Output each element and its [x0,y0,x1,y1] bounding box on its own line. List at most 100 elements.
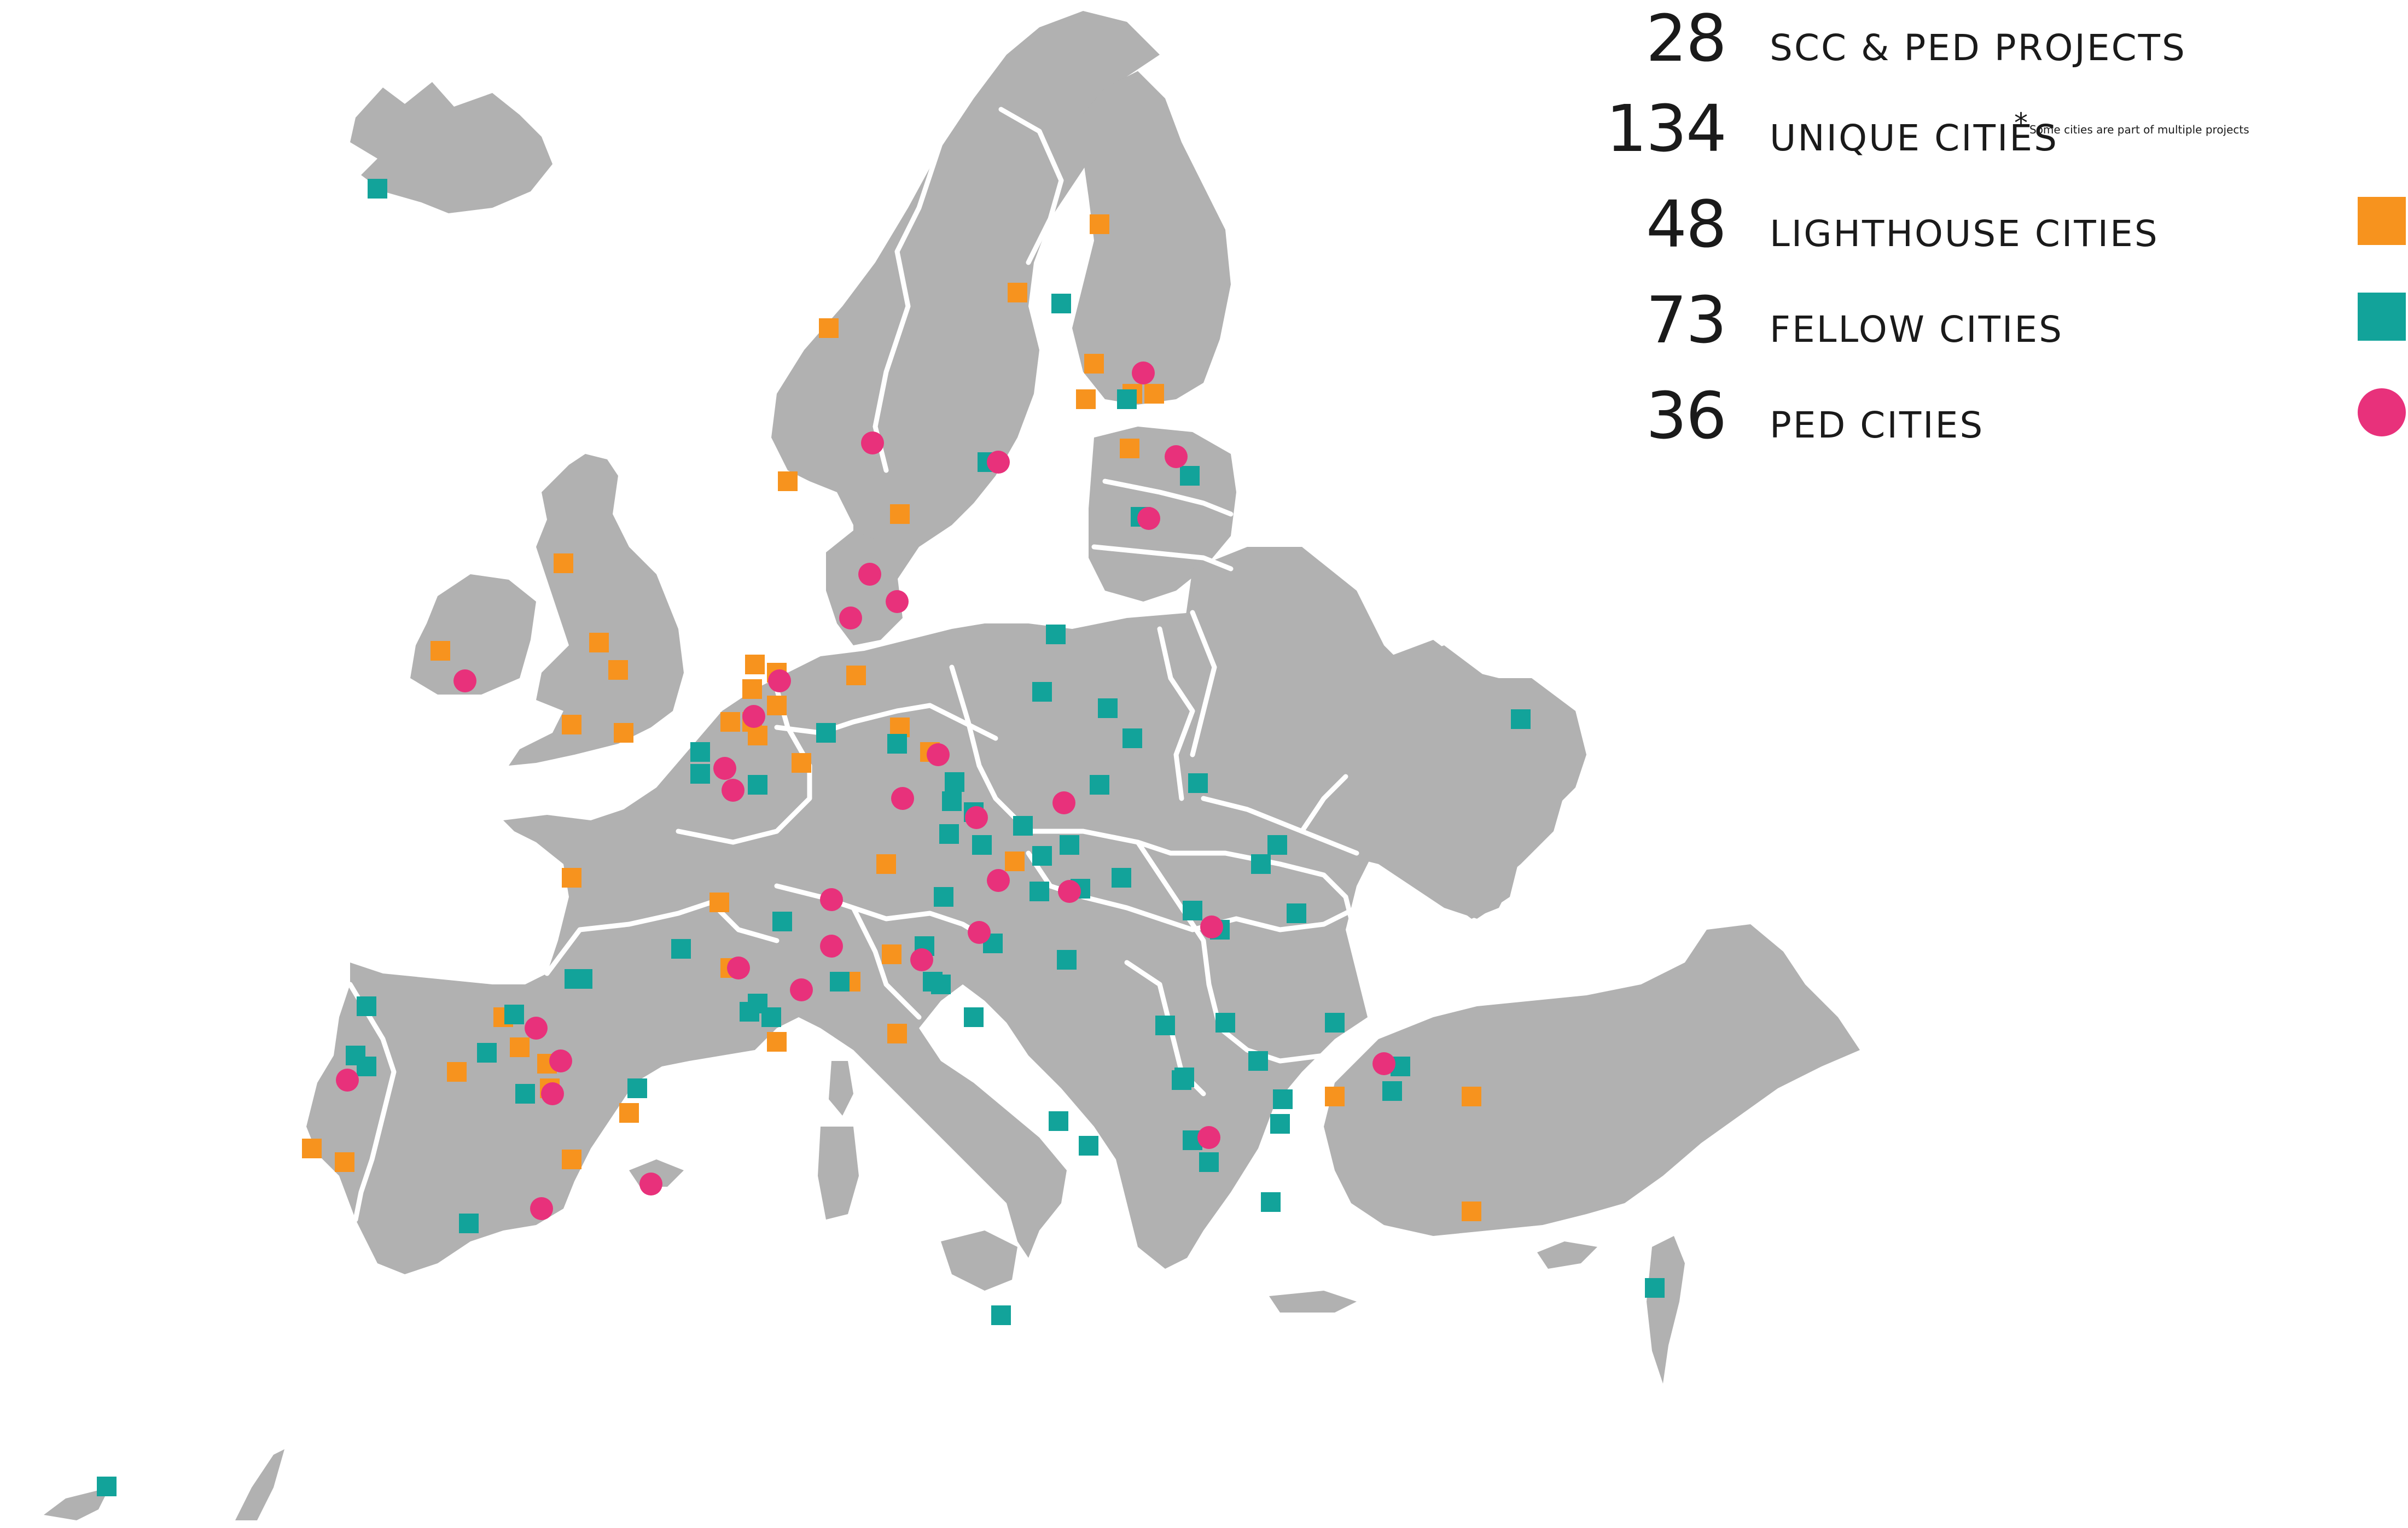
lighthouse-city-marker [882,944,901,964]
ped-city-marker [453,669,476,692]
stat-number: 48 [1645,186,1727,262]
fellow-city-marker [1057,950,1077,970]
fellow-city-marker [573,969,592,989]
stat-lighthouse-cities: 48 LIGHTHOUSE CITIES [1619,186,2303,263]
lighthouse-city-marker [1462,1202,1481,1221]
stat-label: LIGHTHOUSE CITIES [1770,213,2159,255]
fellow-city-marker [1645,1278,1665,1298]
fellow-city-marker [1270,1114,1290,1134]
fellow-city-marker [1251,854,1271,874]
fellow-city-marker [1013,816,1033,836]
fellow-city-marker [477,1043,497,1063]
fellow-city-marker [1261,1192,1281,1212]
stat-ped-cities: 36 PED CITIES [1619,377,2303,454]
lighthouse-city-marker [709,893,729,912]
fellow-city-marker [627,1078,647,1098]
lighthouse-city-marker [335,1152,354,1172]
fellow-city-marker [1267,835,1287,855]
fellow-city-marker [931,975,951,994]
lighthouse-city-marker [554,553,573,573]
stat-number: 73 [1645,282,1727,358]
fellow-city-marker [1215,1013,1235,1033]
ped-city-marker [336,1069,359,1092]
fellow-city-marker [1199,1152,1219,1172]
lighthouse-city-marker [887,1024,907,1043]
fellow-city-marker [1122,728,1142,748]
lighthouse-city-marker [1462,1087,1481,1106]
ped-city-marker [910,948,933,971]
lighthouse-city-marker [608,660,628,680]
fellow-city-marker [1051,294,1071,313]
ped-city-marker [1372,1052,1395,1075]
country-borders [347,96,1359,1222]
ped-city-marker [525,1017,548,1040]
fellow-city-marker [1188,773,1208,793]
fellow-city-marker [964,1007,984,1027]
stat-label: SCC & PED PROJECTS [1770,27,2186,69]
fellow-city-marker [1046,625,1066,644]
fellow-city-marker [945,772,964,792]
fellow-city-marker [816,723,836,743]
fellow-city-marker [748,775,767,795]
canary-islands-land [44,1488,109,1520]
lighthouse-city-marker [589,633,609,652]
stat-number: 28 [1645,1,1727,76]
ped-city-marker [858,563,881,586]
lighthouse-city-marker [778,471,798,491]
lighthouse-city-marker [614,723,633,743]
lighthouse-city-marker [510,1037,530,1057]
lighthouse-city-marker [1008,283,1027,302]
fellow-city-marker [368,179,387,199]
ped-city-marker [839,606,862,629]
lighthouse-city-marker [742,679,762,699]
stat-unique-cities: 134 UNIQUE CITIES * Some cities are part… [1606,90,2303,167]
fellow-city-marker [1155,1016,1175,1035]
fellow-city-marker [1032,682,1052,702]
city-markers [97,179,1665,1496]
stat-number: 134 [1606,91,1727,166]
iceland-land [350,82,552,213]
canary-islands-east-land [235,1449,284,1520]
fellow-city-marker [1183,901,1202,920]
stat-fellow-cities: 73 FELLOW CITIES [1619,282,2303,358]
crete-land [1269,1291,1357,1313]
ped-city-marker [768,669,791,692]
stat-projects: 28 SCC & PED PROJECTS [1619,0,2303,77]
finland-land [1072,71,1231,405]
fellow-city-marker [972,835,992,855]
fellow-city-marker [887,734,907,754]
stat-label: FELLOW CITIES [1770,308,2063,351]
fellow-city-marker [942,791,962,811]
fellow-city-marker [1273,1089,1293,1109]
lighthouse-city-marker [1120,439,1139,458]
fellow-city-marker [690,742,710,762]
lighthouse-city-marker [431,641,450,661]
lighthouse-city-marker [819,318,839,338]
corsica-land [829,1061,853,1116]
ped-city-marker [891,787,914,810]
sardinia-land [818,1127,859,1220]
ped-city-marker [1137,507,1160,530]
legend-lighthouse-square-icon [2358,197,2406,245]
eastern-europe-land [1149,547,1586,919]
fellow-city-marker [1325,1013,1345,1033]
fellow-city-marker [515,1084,535,1104]
ped-city-marker [1165,445,1188,468]
lighthouse-city-marker [1076,389,1096,409]
ped-city-marker [713,757,736,780]
fellow-city-marker [830,972,850,992]
fellow-city-marker [1079,1136,1098,1156]
lighthouse-city-marker [792,753,811,773]
ped-city-marker [1052,791,1075,814]
lighthouse-city-marker [745,655,765,674]
lighthouse-city-marker [1325,1087,1345,1106]
fellow-city-marker [504,1005,524,1024]
statistics-panel: 28 SCC & PED PROJECTS 134 UNIQUE CITIES … [1606,0,2408,492]
fellow-city-marker [939,824,959,844]
fellow-city-marker [1112,868,1131,888]
fellow-city-marker [97,1477,117,1496]
fellow-city-marker [1287,903,1306,923]
fellow-city-marker [991,1305,1011,1325]
fellow-city-marker [1382,1081,1402,1101]
